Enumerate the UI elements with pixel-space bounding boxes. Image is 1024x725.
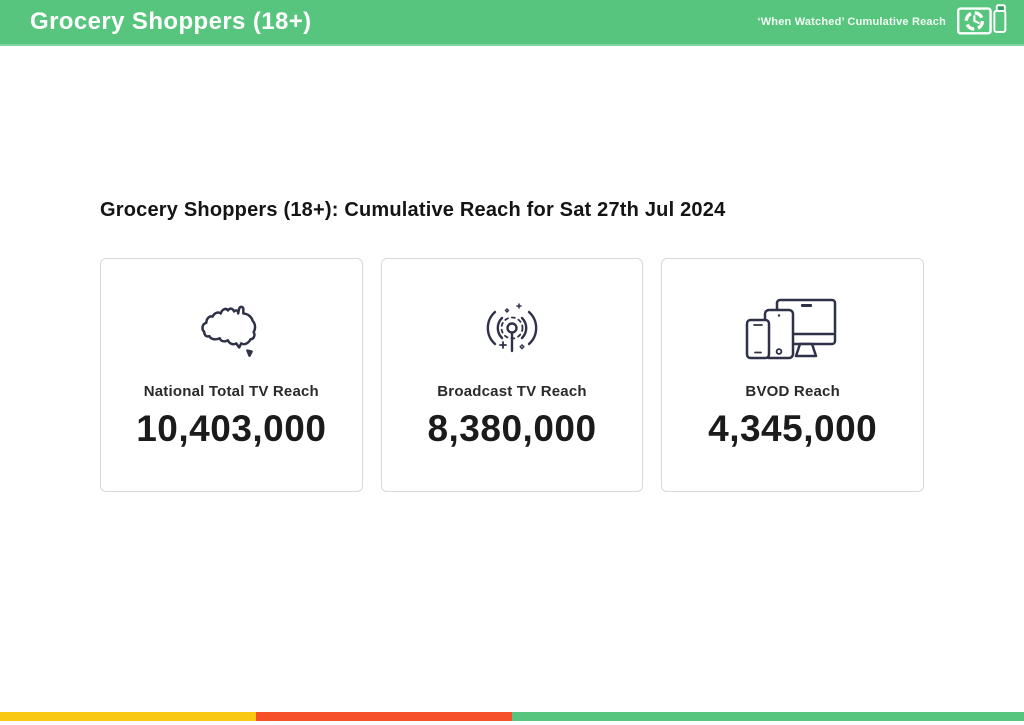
kpi-value: 8,380,000: [427, 408, 597, 449]
multi-device-icon: [745, 291, 841, 369]
header-bar: Grocery Shoppers (18+) ‘When Watched’ Cu…: [0, 0, 1024, 46]
report-mode-label: ‘When Watched’ Cumulative Reach: [757, 16, 946, 28]
kpi-value: 10,403,000: [136, 408, 327, 449]
footer-yellow-segment: [0, 712, 256, 721]
header-right-group: ‘When Watched’ Cumulative Reach: [757, 0, 1008, 45]
kpi-cards-row: National Total TV Reach 10,403,000 Broad…: [100, 258, 925, 492]
page-title: Grocery Shoppers (18+): [30, 8, 312, 35]
section-heading: Grocery Shoppers (18+): Cumulative Reach…: [100, 199, 726, 221]
australia-map-icon: [194, 291, 268, 369]
kpi-card-broadcast-tv: Broadcast TV Reach 8,380,000: [380, 258, 644, 492]
footer-green-segment: [512, 712, 1024, 721]
kpi-card-bvod: BVOD Reach 4,345,000: [661, 258, 925, 492]
kpi-value: 4,345,000: [708, 408, 878, 449]
kpi-label: Broadcast TV Reach: [437, 383, 587, 400]
kpi-card-national-total-tv: National Total TV Reach 10,403,000: [100, 258, 363, 492]
kpi-label: BVOD Reach: [745, 383, 840, 400]
footer-orange-segment: [256, 712, 512, 721]
broadcast-antenna-icon: [476, 291, 548, 369]
footer-color-bar: [0, 712, 1024, 721]
when-watched-screen-clock-icon: [956, 0, 1008, 45]
kpi-label: National Total TV Reach: [143, 383, 319, 400]
